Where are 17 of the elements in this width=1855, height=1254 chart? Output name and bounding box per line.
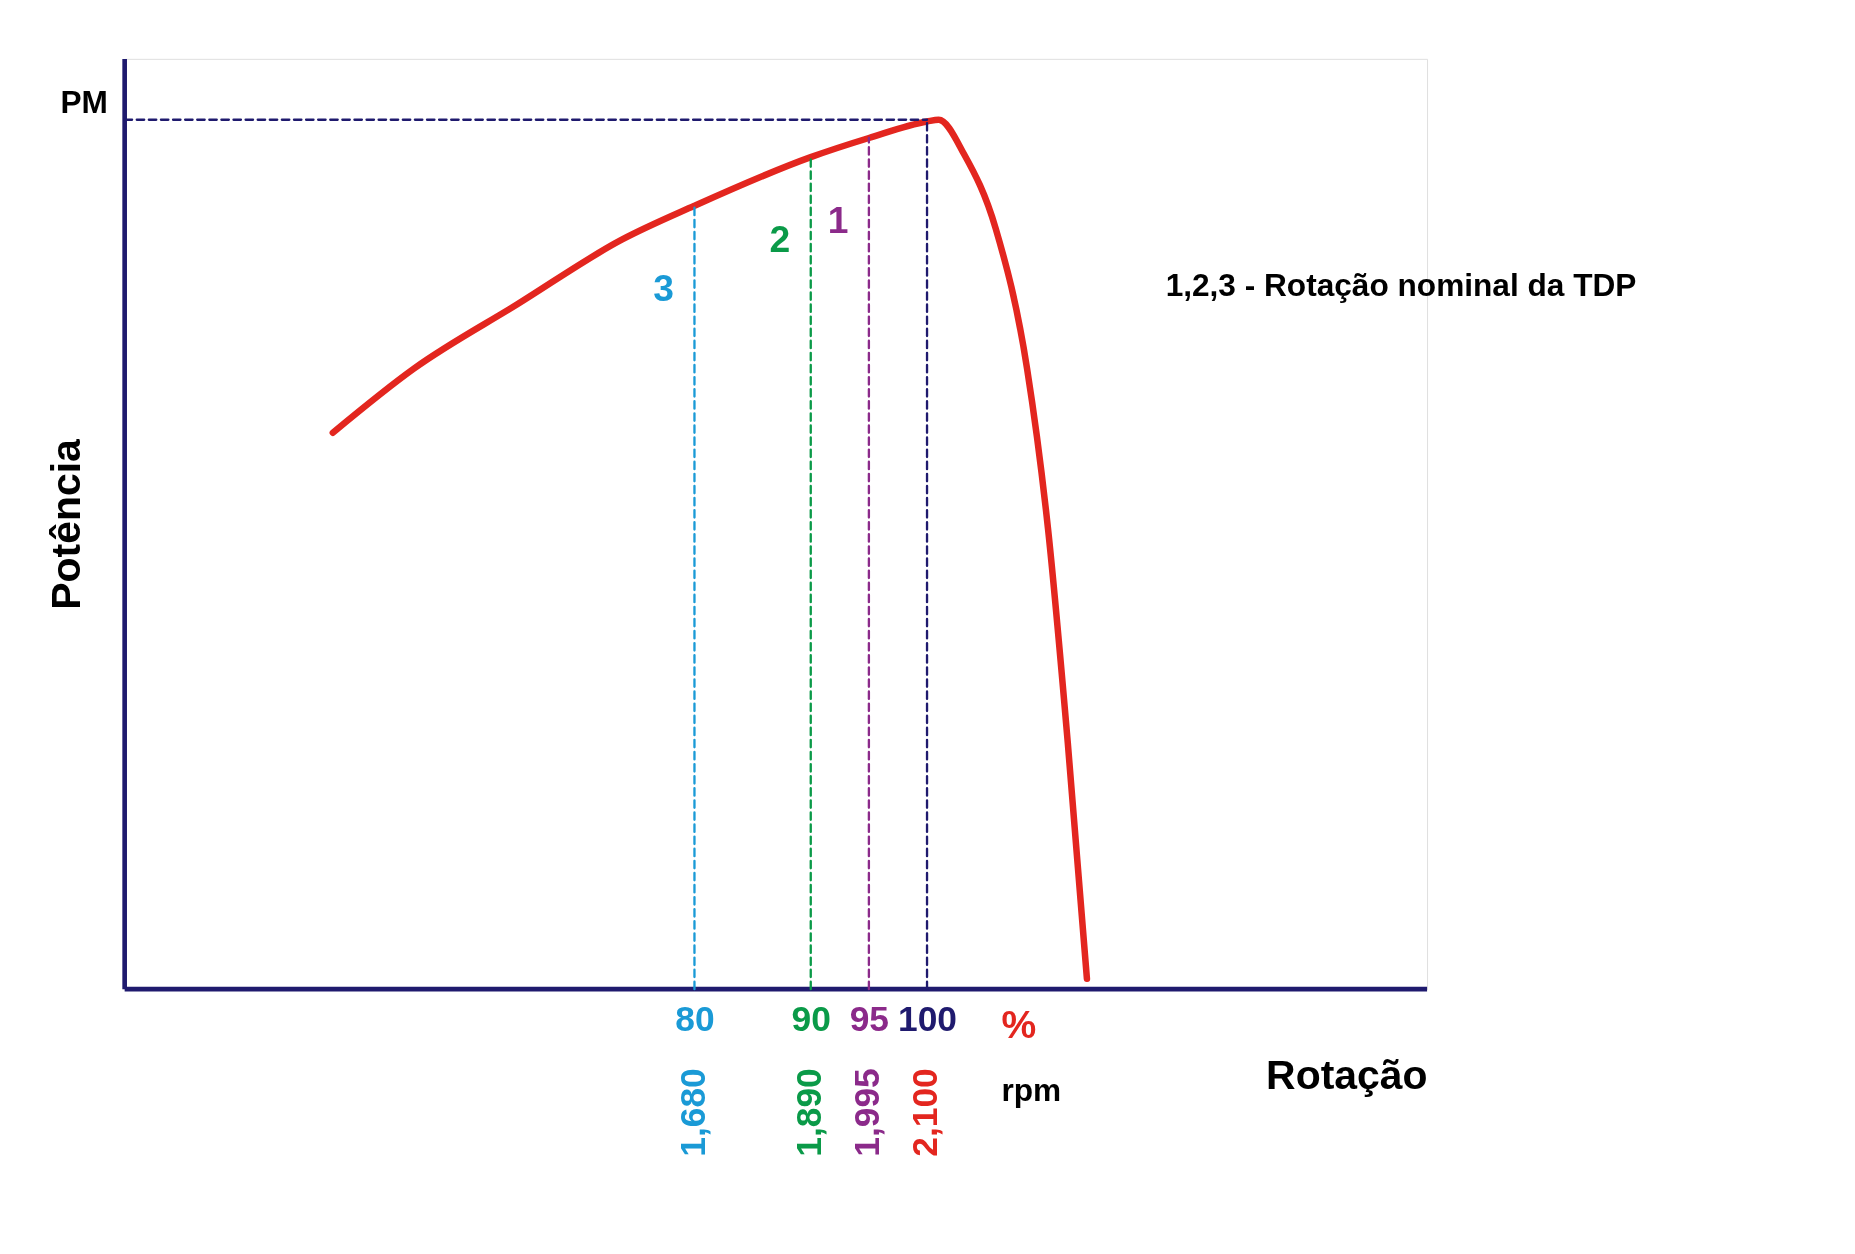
series-label: 2 — [769, 218, 791, 261]
annotation: 1,2,3 - Rotação nominal da TDP — [1165, 267, 1637, 304]
text: 2,100 — [905, 1068, 945, 1157]
text: 1,680 — [672, 1068, 712, 1157]
x-tick-label: 100 — [898, 998, 957, 1038]
series-label: PM — [60, 84, 108, 121]
series-label: 3 — [653, 266, 674, 309]
text: rpm — [1001, 1071, 1062, 1108]
x-tick-label: 90 — [791, 998, 831, 1038]
x-axis-title: Rotação — [1266, 1052, 1428, 1099]
series-label: 1 — [827, 198, 849, 241]
text: % — [1001, 1003, 1037, 1047]
x-tick-label: 95 — [849, 998, 890, 1038]
x-tick-label: 80 — [675, 998, 715, 1038]
y-axis-title: Potência — [42, 437, 89, 610]
text: 1,995 — [847, 1068, 887, 1157]
text: 1,890 — [788, 1068, 828, 1157]
